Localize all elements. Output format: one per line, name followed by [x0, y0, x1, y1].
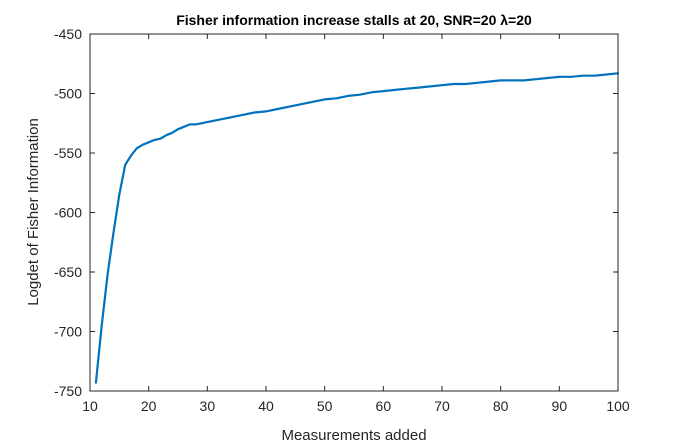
x-tick-label: 30 [200, 398, 216, 414]
x-tick-label: 100 [606, 398, 630, 414]
x-tick-label: 20 [141, 398, 157, 414]
x-tick-label: 70 [434, 398, 450, 414]
y-tick-label: -650 [54, 264, 82, 280]
plot-background [90, 34, 618, 391]
chart-title: Fisher information increase stalls at 20… [176, 12, 532, 28]
x-tick-label: 10 [82, 398, 98, 414]
x-tick-label: 90 [552, 398, 568, 414]
x-tick-label: 60 [376, 398, 392, 414]
y-tick-label: -450 [54, 26, 82, 42]
y-tick-label: -700 [54, 324, 82, 340]
y-tick-label: -500 [54, 86, 82, 102]
x-axis: 10 20 30 40 50 60 70 80 90 100 [82, 34, 630, 414]
y-tick-label: -550 [54, 145, 82, 161]
y-tick-label: -750 [54, 383, 82, 399]
y-axis: -750 -700 -650 -600 -550 -500 -450 [54, 26, 618, 399]
x-axis-label: Measurements added [281, 427, 426, 444]
series-line [94, 72, 620, 384]
y-axis-label: Logdet of Fisher Information [25, 118, 42, 306]
y-tick-label: -600 [54, 205, 82, 221]
plot-frame [89, 33, 619, 392]
x-tick-label: 50 [317, 398, 333, 414]
x-tick-label: 40 [258, 398, 274, 414]
x-tick-label: 80 [493, 398, 509, 414]
